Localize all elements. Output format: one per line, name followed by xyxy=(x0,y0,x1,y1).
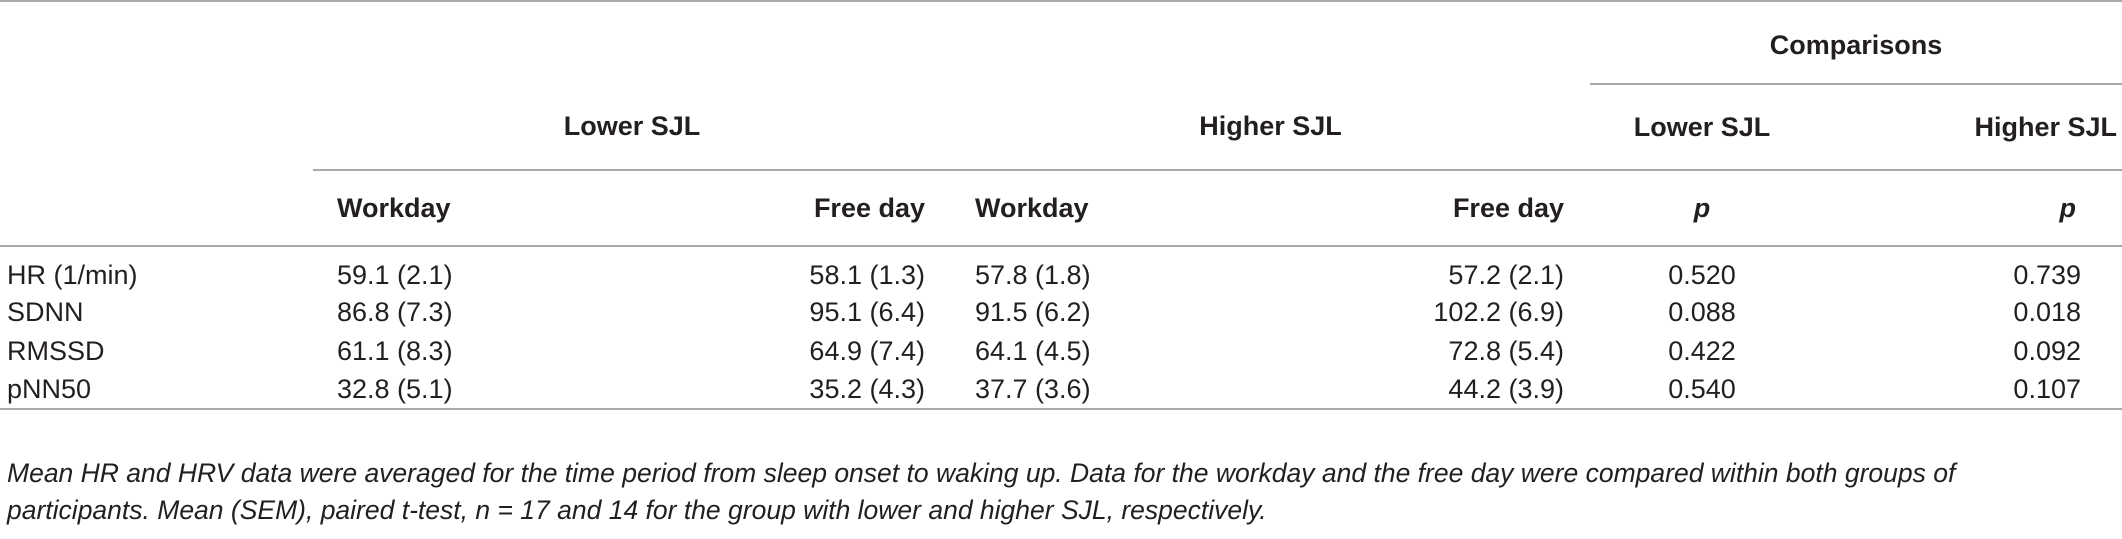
table-top-rule xyxy=(0,0,2122,7)
table-row: RMSSD 61.1 (8.3) 64.9 (7.4) 64.1 (4.5) 7… xyxy=(0,332,2122,371)
row-label: HR (1/min) xyxy=(7,259,138,290)
cell-lower-freeday: 58.1 (1.3) xyxy=(809,259,925,290)
row-label: SDNN xyxy=(7,297,84,327)
cell-lower-freeday: 64.9 (7.4) xyxy=(809,336,925,366)
higher-sjl-header: Higher SJL xyxy=(951,84,1590,171)
cell-p-lower: 0.422 xyxy=(1668,336,1736,366)
header-row-sub: Workday Free day Workday Free day p p xyxy=(0,170,2122,247)
cell-higher-workday: 64.1 (4.5) xyxy=(975,336,1091,366)
cell-higher-freeday: 44.2 (3.9) xyxy=(1273,371,1590,410)
cell-p-higher: 0.739 xyxy=(2013,259,2081,290)
higher-workday-header: Workday xyxy=(951,170,1273,247)
hrv-comparison-table: Comparisons Lower SJL Higher SJL Lower S… xyxy=(0,0,2122,410)
footnote-line-2-end: = 17 and 14 for the group with lower and… xyxy=(490,495,1267,525)
cell-lower-freeday: 35.2 (4.3) xyxy=(635,371,951,410)
comparisons-header: Comparisons xyxy=(1590,7,2122,85)
cell-p-lower: 0.088 xyxy=(1668,297,1736,327)
cell-higher-freeday: 102.2 (6.9) xyxy=(1433,297,1564,327)
cell-lower-freeday: 95.1 (6.4) xyxy=(809,297,925,327)
cell-lower-workday: 59.1 (2.1) xyxy=(337,259,453,290)
table-row: pNN50 32.8 (5.1) 35.2 (4.3) 37.7 (3.6) 4… xyxy=(0,371,2122,410)
table-row: SDNN 86.8 (7.3) 95.1 (6.4) 91.5 (6.2) 10… xyxy=(0,293,2122,332)
cell-p-higher: 0.018 xyxy=(2013,297,2081,327)
cell-higher-workday: 57.8 (1.8) xyxy=(975,259,1091,290)
header-row-groups: Lower SJL Higher SJL Lower SJL Higher SJ… xyxy=(0,84,2122,171)
lower-sjl-header: Lower SJL xyxy=(313,84,951,171)
footnote-line-1: Mean HR and HRV data were averaged for t… xyxy=(7,458,1956,488)
cell-higher-workday: 37.7 (3.6) xyxy=(951,371,1273,410)
comp-lower-sjl-header: Lower SJL xyxy=(1590,84,1814,171)
cell-p-lower: 0.520 xyxy=(1668,259,1736,290)
cell-p-higher: 0.107 xyxy=(1814,371,2122,410)
cell-lower-workday: 32.8 (5.1) xyxy=(313,371,635,410)
cell-p-lower: 0.540 xyxy=(1590,371,1814,410)
p-lower-header: p xyxy=(1590,170,1814,247)
table-row: HR (1/min) 59.1 (2.1) 58.1 (1.3) 57.8 (1… xyxy=(0,246,2122,293)
cell-higher-freeday: 72.8 (5.4) xyxy=(1448,336,1564,366)
row-label: pNN50 xyxy=(0,371,313,410)
p-higher-header: p xyxy=(1814,170,2122,247)
header-row-comparisons: Comparisons xyxy=(0,7,2122,85)
cell-p-higher: 0.092 xyxy=(2013,336,2081,366)
row-label: RMSSD xyxy=(7,336,105,366)
lower-workday-header: Workday xyxy=(313,170,635,247)
table-footnote: Mean HR and HRV data were averaged for t… xyxy=(7,455,2115,529)
footnote-n-symbol: n xyxy=(475,495,491,525)
cell-higher-workday: 91.5 (6.2) xyxy=(975,297,1091,327)
results-table-container: Comparisons Lower SJL Higher SJL Lower S… xyxy=(0,0,2122,410)
higher-freeday-header: Free day xyxy=(1273,170,1590,247)
lower-freeday-header: Free day xyxy=(635,170,951,247)
cell-higher-freeday: 57.2 (2.1) xyxy=(1448,259,1564,290)
cell-lower-workday: 86.8 (7.3) xyxy=(337,297,453,327)
footnote-line-2: participants. Mean (SEM), paired t-test,… xyxy=(7,492,2115,529)
comp-higher-sjl-header: Higher SJL xyxy=(1814,84,2122,171)
cell-lower-workday: 61.1 (8.3) xyxy=(337,336,453,366)
footnote-line-2-start: participants. Mean (SEM), paired t-test, xyxy=(7,495,476,525)
